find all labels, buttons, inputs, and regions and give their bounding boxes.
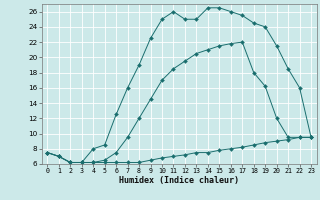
X-axis label: Humidex (Indice chaleur): Humidex (Indice chaleur) — [119, 176, 239, 185]
